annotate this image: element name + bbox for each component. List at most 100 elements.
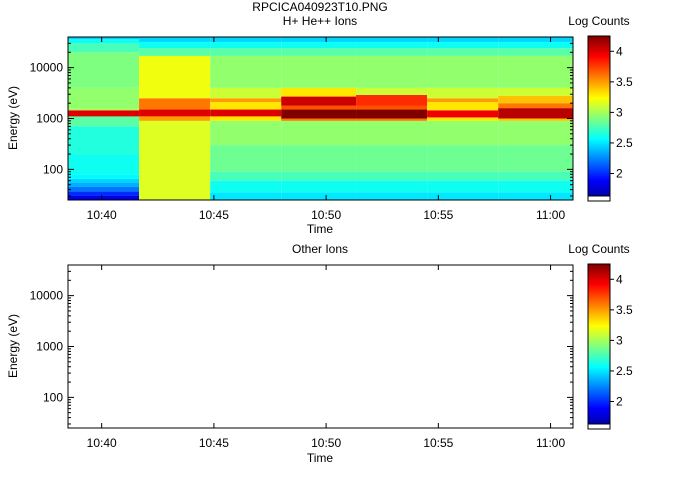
x-tick-label: 10:55 [423, 208, 453, 222]
heatmap-cell [427, 171, 499, 181]
y-tick-label: 10000 [30, 61, 64, 75]
heatmap-cell [210, 98, 282, 103]
heatmap-cell [139, 109, 211, 117]
heatmap-cell [139, 120, 211, 200]
heatmap-cell [356, 37, 428, 42]
heatmap-cell [139, 37, 211, 42]
colorbar-tick-label: 4 [616, 272, 623, 286]
heatmap-cell [427, 180, 499, 193]
panel-h-he-ions: H+ He++ Ions 10:40 10:45 10:50 10:55 11:00 1… [6, 14, 633, 236]
colorbar-ticks: 2 2.5 3 3.5 4 [610, 272, 633, 409]
x-axis-ticks: 10:40 10:45 10:50 10:55 11:00 [87, 265, 565, 450]
y-axis-label: Energy (eV) [6, 86, 20, 150]
heatmap-cell [356, 171, 428, 181]
heatmap-cell [356, 41, 428, 49]
heatmap-cell [498, 48, 573, 56]
heatmap-cell [356, 109, 428, 119]
heatmap-cell [498, 87, 573, 96]
heatmap-cell [498, 145, 573, 172]
heatmap-cell [210, 180, 282, 193]
heatmap-cell [356, 180, 428, 193]
colorbar [587, 35, 611, 202]
heatmap-cell [68, 39, 140, 44]
colorbar-ticks: 2 2.5 3 3.5 4 [610, 44, 633, 181]
heatmap-cell [139, 48, 211, 56]
heatmap-cell [281, 96, 357, 106]
heatmap-cell [139, 41, 211, 49]
x-tick-label: 10:45 [199, 208, 229, 222]
heatmap-cell [281, 37, 357, 42]
heatmap-cell [210, 37, 282, 42]
heatmap-cell [498, 37, 573, 42]
panel-title: H+ He++ Ions [283, 14, 357, 28]
colorbar-tick-label: 3.5 [616, 75, 633, 89]
heatmap-cell [68, 43, 140, 53]
heatmap-cell [281, 48, 357, 56]
heatmap-cell [498, 118, 573, 121]
plot-frame [67, 264, 574, 429]
heatmap-cell [427, 145, 499, 172]
heatmap-cell [281, 105, 357, 110]
heatmap-cell [427, 37, 499, 42]
x-tick-label: 10:45 [199, 436, 229, 450]
x-axis-label: Time [307, 222, 334, 236]
colorbar-underflow [587, 423, 611, 430]
heatmap-cell [427, 102, 499, 111]
colorbar-underflow [587, 195, 611, 202]
heatmap-cell [498, 103, 573, 109]
x-tick-label: 10:55 [423, 436, 453, 450]
heatmap-cell [68, 116, 140, 127]
heatmap-cell [356, 87, 428, 95]
heatmap-cell [139, 55, 211, 99]
heatmap-cell [498, 192, 573, 200]
colorbar-tick-label: 2.5 [616, 136, 633, 150]
heatmap-cell [427, 48, 499, 56]
heatmap-cell [356, 118, 428, 121]
colorbar-tick-label: 3 [616, 105, 623, 119]
heatmap-cell [498, 55, 573, 88]
colorbar-tick-label: 2 [616, 167, 623, 181]
y-tick-label: 100 [43, 162, 63, 176]
heatmap-cell [498, 95, 573, 104]
y-axis-ticks: 100 1000 10000 [30, 36, 573, 197]
y-tick-label: 100 [43, 390, 63, 404]
heatmap-cell [281, 118, 357, 121]
heatmap-cell [210, 145, 282, 172]
heatmap-cell [68, 191, 140, 196]
heatmap-cell [427, 41, 499, 49]
heatmap-cell [356, 145, 428, 172]
heatmap-cell [356, 94, 428, 106]
heatmap-cell [210, 48, 282, 56]
heatmap-cell [498, 120, 573, 146]
colorbar-tick-label: 2 [616, 395, 623, 409]
heatmap-cell [139, 98, 211, 110]
heatmap-cell [68, 126, 140, 155]
heatmap-cell [68, 178, 140, 183]
x-axis-ticks: 10:40 10:45 10:50 10:55 11:00 [87, 37, 565, 222]
x-tick-label: 11:00 [536, 436, 565, 450]
heatmap-cell [68, 110, 140, 117]
heatmap-cells [68, 37, 573, 200]
heatmap-cell [281, 55, 357, 88]
heatmap-cell [210, 116, 282, 121]
heatmap-cell [210, 55, 282, 88]
x-tick-label: 10:50 [311, 208, 341, 222]
heatmap-cell [68, 187, 140, 192]
y-axis-ticks: 100 1000 10000 [30, 264, 573, 425]
heatmap-cell [356, 192, 428, 200]
y-tick-label: 1000 [36, 340, 63, 354]
y-axis-label: Energy (eV) [6, 314, 20, 378]
heatmap-cell [210, 192, 282, 200]
colorbar [587, 263, 611, 430]
heatmap-cell [498, 108, 573, 119]
heatmap-cell [498, 180, 573, 193]
heatmap-cell [139, 116, 211, 121]
heatmap-cell [68, 154, 140, 175]
heatmap-cell [210, 171, 282, 181]
y-tick-label: 1000 [36, 112, 63, 126]
heatmap-cell [427, 192, 499, 200]
heatmap-cell [498, 41, 573, 49]
colorbar-tick-label: 3.5 [616, 303, 633, 317]
